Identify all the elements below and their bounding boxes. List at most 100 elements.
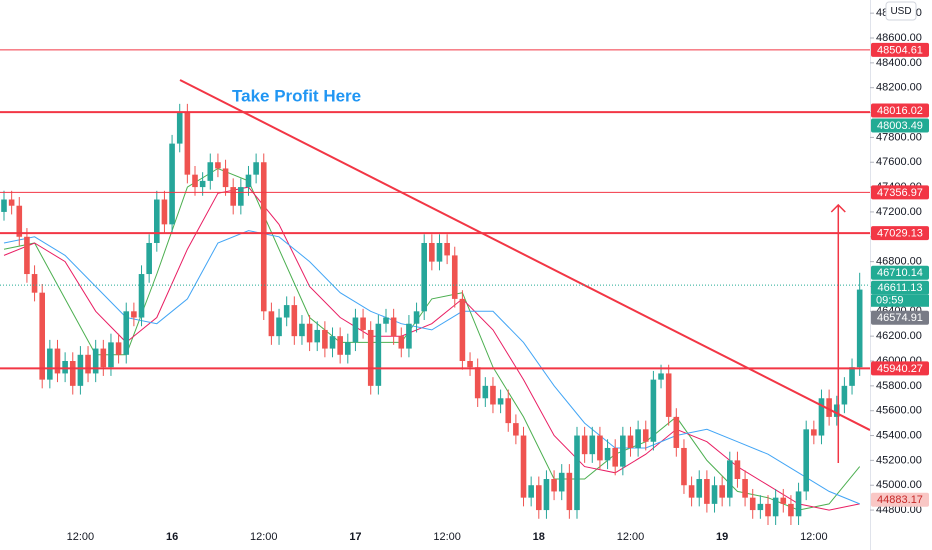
candle-body: [482, 385, 489, 399]
currency[interactable]: USD: [890, 6, 911, 17]
candle-body: [849, 367, 855, 386]
x-tick-label: 12:00: [250, 531, 278, 543]
candle-body: [421, 242, 427, 312]
x-tick-label: 12:00: [800, 531, 828, 543]
candle-body: [322, 329, 328, 349]
y-tick-label: 45200.00: [876, 454, 922, 466]
trendline: [179, 79, 871, 431]
candle-body: [47, 348, 53, 380]
candle-body: [681, 447, 687, 486]
candle-body: [230, 187, 236, 206]
countdown: 09:59: [876, 295, 904, 307]
candle-body: [69, 361, 76, 386]
candle-body: [543, 479, 550, 511]
price-tag-label: 48003.49: [877, 120, 923, 132]
candle-body: [742, 479, 748, 498]
candle-body: [222, 168, 229, 188]
candle-body: [581, 435, 588, 455]
candle-body: [719, 485, 725, 498]
candle-body: [77, 354, 84, 386]
candle-body: [314, 329, 321, 343]
candle-body: [192, 174, 198, 188]
candle-body: [474, 367, 481, 399]
candle-body: [429, 242, 435, 262]
candle-body: [352, 317, 359, 343]
candle-body: [528, 485, 534, 498]
candle-body: [604, 447, 611, 461]
candle-body: [444, 242, 450, 256]
price-tag: [871, 280, 929, 295]
y-tick-label: 45600.00: [876, 405, 922, 417]
annotation: Take Profit Here: [232, 86, 361, 105]
price-tag: [871, 103, 929, 118]
price-tag-label: 46611.13: [877, 282, 922, 294]
candle-body: [360, 317, 366, 330]
arrow-head: [830, 203, 846, 213]
candle-body: [1, 199, 7, 212]
candle-body: [215, 162, 221, 169]
candle-body: [734, 460, 741, 480]
candle-body: [688, 485, 695, 498]
y-tick-label: 47600.00: [876, 156, 922, 168]
candle-body: [459, 298, 466, 362]
price-tag: [871, 361, 929, 376]
candle-body: [765, 503, 771, 517]
countdown-box: [871, 294, 929, 307]
candle-body: [154, 199, 160, 243]
candle-body: [772, 497, 779, 517]
candle-body: [780, 497, 787, 504]
candle-body: [337, 336, 343, 355]
candle-body: [16, 205, 23, 237]
candle-body: [398, 336, 405, 349]
price-tag: [871, 265, 929, 280]
price-tag: [871, 185, 929, 200]
y-tick-label: 46800.00: [876, 256, 922, 268]
price-tag: [871, 310, 929, 325]
candle-body: [367, 329, 374, 386]
candle-body: [92, 348, 99, 374]
price-tag: [871, 42, 929, 57]
candle-body: [299, 323, 305, 337]
candle-body: [467, 361, 473, 368]
candle-body: [841, 385, 848, 405]
candle-body: [795, 491, 802, 517]
currency-box[interactable]: [885, 1, 917, 21]
candle-body: [383, 317, 389, 324]
candle-body: [138, 274, 145, 318]
candle-body: [551, 479, 557, 492]
price-tag: [871, 226, 929, 241]
candle-body: [696, 479, 703, 498]
y-tick-label: 48600.00: [876, 32, 922, 44]
candle-body: [268, 311, 275, 337]
candle-body: [24, 236, 30, 275]
candle-body: [62, 361, 68, 374]
candle-body: [115, 342, 122, 355]
x-tick-label: 19: [716, 531, 728, 543]
price-tag-label: 48016.02: [877, 105, 923, 117]
y-tick-label: 45400.00: [876, 429, 922, 441]
y-tick-label: 45800.00: [876, 380, 922, 392]
price-tag-label: 47029.13: [877, 228, 923, 240]
candle-body: [413, 311, 420, 324]
candle-body: [176, 112, 183, 144]
candle-body: [406, 323, 412, 349]
candle-body: [253, 162, 259, 175]
moving-average: [3, 167, 861, 511]
candle-body: [161, 199, 168, 225]
candle-body: [558, 472, 565, 492]
plot-area: [0, 49, 871, 525]
candle-body: [620, 435, 626, 467]
candle-body: [749, 497, 756, 511]
y-tick-label: 45000.00: [876, 479, 922, 491]
moving-average: [3, 186, 860, 511]
candle-body: [589, 435, 596, 455]
price-tag-label: 44883.17: [877, 494, 923, 506]
candle-body: [375, 323, 382, 386]
candle-body: [276, 317, 282, 337]
price-tag-label: 47356.97: [877, 187, 923, 199]
y-tick-label: 47200.00: [876, 206, 922, 218]
candle-body: [451, 255, 458, 299]
candle-body: [490, 385, 496, 405]
candle-body: [283, 305, 290, 318]
